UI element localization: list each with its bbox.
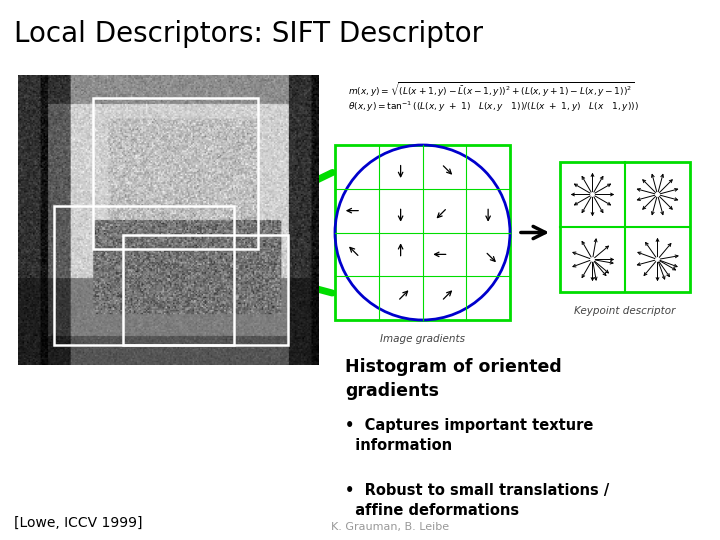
Text: •  Captures important texture
  information: • Captures important texture information	[345, 418, 593, 453]
Text: Local Descriptors: SIFT Descriptor: Local Descriptors: SIFT Descriptor	[14, 20, 483, 48]
Text: Histogram of oriented
gradients: Histogram of oriented gradients	[345, 358, 562, 400]
Text: $m(x,y) = \sqrt{(L(x+1,y) - \bar{L}(x-1,y))^2 + (L(x,y+1) - L(x,y-1))^2}$: $m(x,y) = \sqrt{(L(x+1,y) - \bar{L}(x-1,…	[348, 80, 634, 98]
Bar	[123, 234, 288, 345]
Bar	[560, 162, 690, 292]
Text: Image gradients: Image gradients	[380, 334, 465, 344]
Text: •  Robust to small translations /
  affine deformations: • Robust to small translations / affine …	[345, 483, 609, 518]
Bar	[93, 98, 258, 249]
Bar	[54, 206, 234, 345]
Bar	[335, 145, 510, 320]
Text: [Lowe, ICCV 1999]: [Lowe, ICCV 1999]	[14, 516, 143, 530]
Text: Keypoint descriptor: Keypoint descriptor	[575, 306, 675, 316]
Text: K. Grauman, B. Leibe: K. Grauman, B. Leibe	[331, 522, 449, 532]
Text: $\theta(x,y) = \tan^{-1}((L(x,y\ +\ 1)\ \ \ L(x,y\ \ \ 1))/(L(x\ +\ 1,y)\ \ \ L(: $\theta(x,y) = \tan^{-1}((L(x,y\ +\ 1)\ …	[348, 100, 639, 114]
